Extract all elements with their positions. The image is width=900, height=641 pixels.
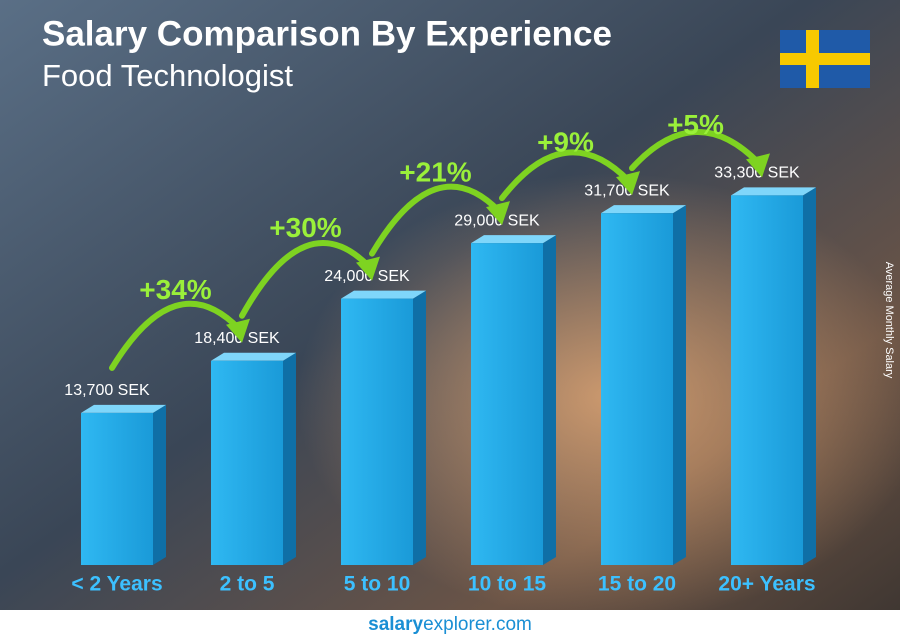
bar bbox=[601, 213, 673, 565]
chart-subtitle: Food Technologist bbox=[42, 58, 293, 93]
footer-brand: salary bbox=[368, 614, 423, 635]
bar bbox=[211, 360, 283, 565]
bar bbox=[471, 243, 543, 565]
footer-band bbox=[0, 610, 900, 641]
bar-side bbox=[803, 187, 816, 565]
growth-arrow bbox=[109, 300, 242, 371]
growth-arrowhead bbox=[356, 256, 380, 281]
x-tick-label: 10 to 15 bbox=[468, 573, 547, 596]
growth-label: +34% bbox=[139, 274, 211, 305]
growth-arrowhead bbox=[486, 201, 510, 226]
value-label: 18,400 SEK bbox=[194, 330, 280, 347]
footer-rest: explorer.com bbox=[423, 614, 532, 635]
growth-arrowhead bbox=[616, 171, 640, 196]
growth-label: +5% bbox=[667, 109, 724, 140]
growth-label: +9% bbox=[537, 127, 594, 158]
bar-top bbox=[211, 352, 296, 361]
bar bbox=[81, 412, 153, 565]
growth-arrow bbox=[239, 240, 372, 319]
growth-arrow bbox=[499, 149, 632, 202]
chart-title: Salary Comparison By Experience bbox=[42, 14, 612, 53]
bar bbox=[731, 195, 803, 565]
bar-top bbox=[731, 187, 816, 196]
growth-arrowhead bbox=[746, 153, 770, 178]
value-label: 29,000 SEK bbox=[454, 212, 540, 229]
x-tick-label: 15 to 20 bbox=[598, 573, 676, 596]
flag-cross bbox=[780, 53, 870, 65]
growth-label: +30% bbox=[269, 212, 341, 243]
y-axis-label: Average Monthly Salary bbox=[883, 262, 895, 379]
growth-arrow bbox=[629, 129, 762, 172]
growth-label: +21% bbox=[399, 156, 471, 187]
bar-top bbox=[601, 205, 686, 214]
value-label: 24,000 SEK bbox=[324, 268, 410, 285]
value-label: 33,300 SEK bbox=[714, 165, 800, 182]
footer: salaryexplorer.com bbox=[368, 614, 532, 635]
bar-side bbox=[413, 290, 426, 565]
x-tick-label: 2 to 5 bbox=[220, 573, 275, 596]
bar-side bbox=[283, 352, 296, 565]
bar-top bbox=[81, 404, 166, 413]
x-tick-label: 20+ Years bbox=[718, 573, 815, 596]
growth-arrow bbox=[369, 183, 502, 257]
bar-side bbox=[673, 205, 686, 565]
x-tick-label: < 2 Years bbox=[71, 573, 162, 596]
growth-arrowhead bbox=[226, 318, 250, 343]
bar-side bbox=[153, 404, 166, 565]
value-label: 31,700 SEK bbox=[584, 182, 670, 199]
x-tick-label: 5 to 10 bbox=[344, 573, 411, 596]
bar-side bbox=[543, 235, 556, 565]
bar-top bbox=[471, 235, 556, 244]
bar bbox=[341, 298, 413, 565]
bar-top bbox=[341, 290, 426, 299]
value-label: 13,700 SEK bbox=[64, 382, 150, 399]
flag bbox=[780, 30, 870, 88]
